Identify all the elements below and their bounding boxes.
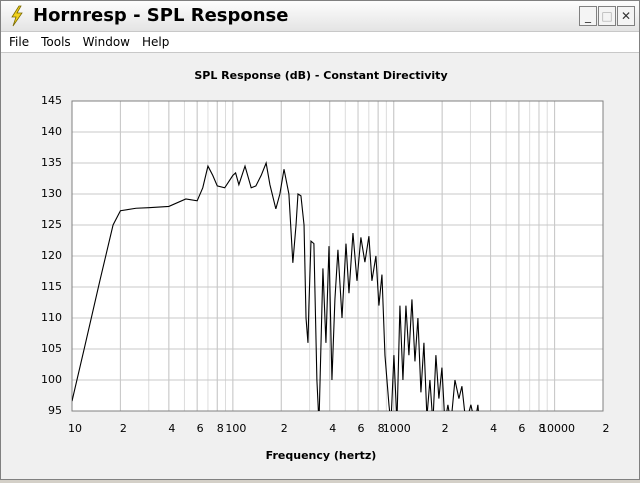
x-tick-label: 6 [518, 422, 525, 435]
y-tick-label: 130 [41, 187, 62, 200]
x-tick-label: 10000 [540, 422, 575, 435]
window-buttons: _ □ ✕ [579, 6, 635, 26]
y-tick-label: 100 [41, 373, 62, 386]
title-bar: Hornresp - SPL Response _ □ ✕ [1, 1, 639, 32]
maximize-button[interactable]: □ [598, 6, 616, 26]
y-tick-label: 110 [41, 311, 62, 324]
y-tick-label: 115 [41, 280, 62, 293]
x-tick-label: 4 [490, 422, 497, 435]
x-tick-label: 2 [120, 422, 127, 435]
menu-item[interactable]: Help [141, 35, 170, 49]
x-tick-label: 2 [281, 422, 288, 435]
y-tick-label: 135 [41, 156, 62, 169]
y-tick-label: 125 [41, 218, 62, 231]
x-tick-label: 8 [538, 422, 545, 435]
x-tick-label: 8 [378, 422, 385, 435]
y-tick-label: 120 [41, 249, 62, 262]
x-tick-label: 8 [217, 422, 224, 435]
menu-item[interactable]: Window [82, 35, 130, 49]
menu-item[interactable]: File [9, 35, 30, 49]
close-button[interactable]: ✕ [617, 6, 635, 26]
x-tick-label: 10 [68, 422, 82, 435]
spl-line [72, 160, 479, 411]
x-tick-label: 4 [329, 422, 336, 435]
chart-title: SPL Response (dB) - Constant Directivity [194, 69, 447, 82]
menu-bar: File Tools Window Help [1, 32, 639, 53]
y-tick-label: 145 [41, 94, 62, 107]
minimize-button[interactable]: _ [579, 6, 597, 26]
menu-item[interactable]: Tools [41, 35, 71, 49]
x-tick-label: 6 [358, 422, 365, 435]
y-tick-label: 95 [48, 404, 62, 417]
app-icon [11, 5, 23, 27]
plot-border [71, 100, 604, 412]
window-title: Hornresp - SPL Response [33, 5, 289, 26]
x-axis-label: Frequency (hertz) [266, 449, 377, 462]
chart: SPL Response (dB) - Constant Directivity… [41, 69, 610, 462]
y-tick-label: 140 [41, 125, 62, 138]
y-tick-label: 105 [41, 342, 62, 355]
x-tick-label: 1000 [383, 422, 411, 435]
x-tick-label: 2 [603, 422, 610, 435]
x-tick-label: 4 [168, 422, 175, 435]
x-tick-label: 2 [442, 422, 449, 435]
x-tick-label: 100 [225, 422, 246, 435]
x-tick-label: 6 [197, 422, 204, 435]
